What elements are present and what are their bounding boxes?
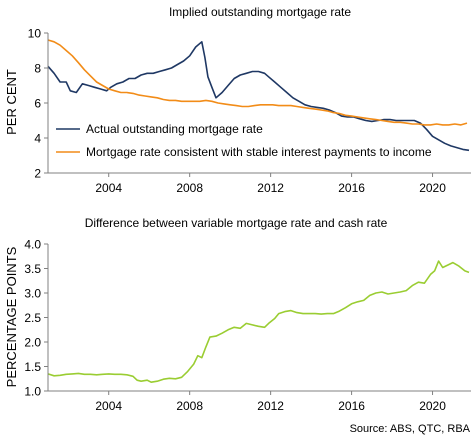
- bottom-chart-y-tick-label: 3.0: [24, 287, 41, 301]
- top-chart-series-group: [47, 39, 470, 152]
- bottom-chart-y-axis-label: PERCENTAGE POINTS: [4, 246, 19, 387]
- top-chart-y-tick-label: 10: [28, 27, 42, 41]
- top-chart-x-tick-label: 2008: [176, 181, 203, 195]
- bottom-chart-title: Difference between variable mortgage rat…: [85, 216, 388, 230]
- bottom-chart-y-tick-label: 2.5: [24, 311, 41, 325]
- top-chart-series-line-1: [47, 39, 468, 126]
- top-chart-x-tick-label: 2012: [257, 181, 284, 195]
- top-chart-y-tick-label: 6: [34, 97, 41, 111]
- bottom-chart-x-tick-label: 2008: [176, 399, 203, 413]
- bottom-chart: Difference between variable mortgage rat…: [4, 216, 471, 413]
- bottom-chart-x-tick-label: 2020: [419, 399, 446, 413]
- legend-label-actual: Actual outstanding mortgage rate: [86, 122, 263, 136]
- top-chart-x-tick-label: 2020: [419, 181, 446, 195]
- source-note: Source: ABS, QTC, RBA: [350, 423, 471, 435]
- top-chart-y-tick-label: 8: [34, 62, 41, 76]
- bottom-chart-y-tick-label: 1.5: [24, 360, 41, 374]
- top-chart-x-tick-label: 2004: [95, 181, 122, 195]
- bottom-chart-x-tick-label: 2004: [95, 399, 122, 413]
- bottom-chart-y-tick-label: 2.0: [24, 336, 41, 350]
- bottom-chart-y-tick-label: 4.0: [24, 238, 41, 252]
- bottom-chart-y-tick-label: 1.0: [24, 385, 41, 399]
- bottom-chart-x-tick-label: 2016: [338, 399, 365, 413]
- bottom-chart-x-tick-label: 2012: [257, 399, 284, 413]
- top-chart: Implied outstanding mortgage rate PER CE…: [4, 5, 471, 195]
- bottom-chart-series-line-0: [47, 260, 470, 383]
- legend-label-consistent: Mortgage rate consistent with stable int…: [86, 145, 432, 159]
- top-chart-axes: 2 4 6 8 10 2004 2008 2012 2016 2020: [28, 27, 471, 195]
- top-chart-y-axis-label: PER CENT: [4, 69, 19, 135]
- top-chart-legend: Actual outstanding mortgage rate Mortgag…: [56, 122, 432, 159]
- top-chart-title: Implied outstanding mortgage rate: [169, 5, 351, 19]
- bottom-chart-series-group: [47, 260, 470, 383]
- top-chart-y-tick-label: 4: [34, 132, 41, 146]
- bottom-chart-y-tick-label: 3.5: [24, 262, 41, 276]
- bottom-chart-axes: 1.0 1.5 2.0 2.5 3.0 3.5 4.0 2004 2008 2012 2016 202…: [24, 238, 471, 413]
- top-chart-series-line-0: [47, 41, 470, 152]
- top-chart-y-tick-label: 2: [34, 167, 41, 181]
- top-chart-x-tick-label: 2016: [338, 181, 365, 195]
